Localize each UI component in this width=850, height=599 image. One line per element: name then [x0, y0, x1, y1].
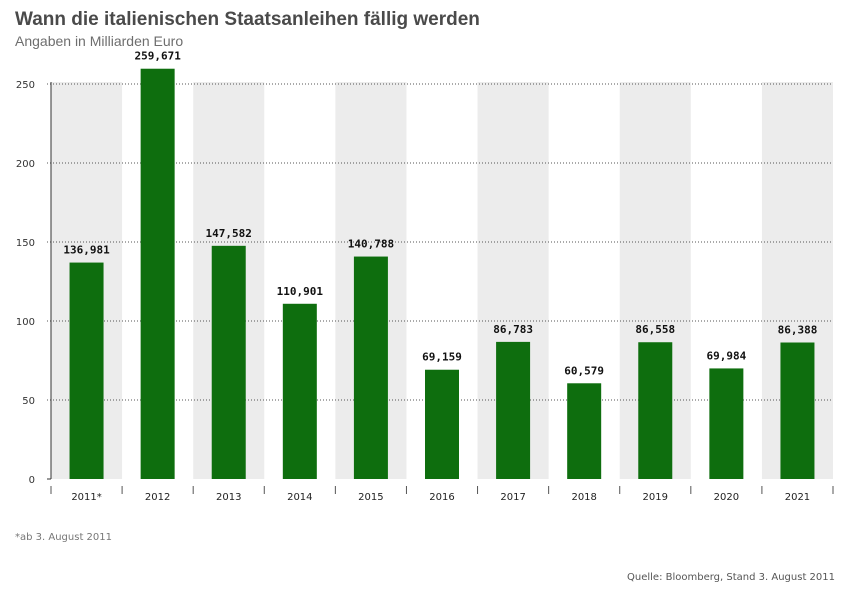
data-label: 136,981	[63, 244, 110, 257]
bar-2019	[638, 342, 673, 479]
x-tick-label: 2013	[216, 492, 241, 503]
y-tick-label: 100	[16, 317, 35, 328]
footnote: *ab 3. August 2011	[15, 532, 112, 543]
bar-2020	[709, 368, 744, 479]
bar-2018	[567, 383, 602, 479]
y-tick-label: 0	[29, 475, 35, 486]
bar-2021	[780, 342, 815, 479]
data-label: 110,901	[277, 285, 324, 298]
x-tick-label: 2018	[571, 492, 596, 503]
x-tick-label: 2016	[429, 492, 454, 503]
data-label: 147,582	[206, 227, 252, 240]
bar-2014	[282, 303, 317, 479]
bar-2017	[496, 341, 531, 479]
source-note: Quelle: Bloomberg, Stand 3. August 2011	[627, 572, 835, 583]
data-label: 86,558	[635, 323, 675, 336]
x-tick-label: 2021	[785, 492, 810, 503]
y-tick-label: 150	[16, 238, 35, 249]
x-tick-label: 2011*	[71, 492, 101, 503]
bar-2015	[353, 256, 388, 479]
y-tick-label: 50	[22, 396, 35, 407]
y-tick-label: 200	[16, 159, 35, 170]
x-tick-label: 2017	[500, 492, 525, 503]
data-label: 259,671	[134, 50, 181, 63]
chart-title: Wann die italienischen Staatsanleihen fä…	[15, 9, 480, 30]
x-tick-label: 2012	[145, 492, 170, 503]
data-label: 60,579	[564, 364, 604, 377]
x-tick-label: 2015	[358, 492, 383, 503]
x-tick-label: 2019	[643, 492, 668, 503]
data-label: 69,984	[706, 349, 746, 362]
bar-2011*	[69, 262, 104, 479]
data-label: 86,388	[778, 324, 818, 337]
data-label: 86,783	[493, 323, 533, 336]
chart-subtitle: Angaben in Milliarden Euro	[15, 33, 184, 49]
bar-2016	[425, 369, 459, 479]
data-label: 69,159	[422, 351, 462, 364]
y-tick-label: 250	[16, 80, 35, 91]
x-tick-label: 2014	[287, 492, 312, 503]
bar-2012	[140, 68, 175, 479]
data-label: 140,788	[348, 238, 394, 251]
bar-2013	[211, 245, 246, 479]
x-tick-label: 2020	[714, 492, 739, 503]
